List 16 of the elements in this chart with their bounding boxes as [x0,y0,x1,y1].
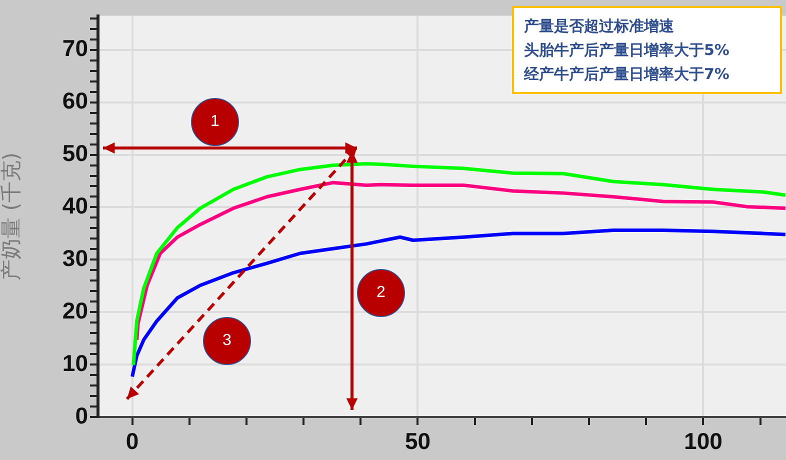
x-tick-label: 50 [404,428,431,454]
x-tick-label: 0 [126,428,139,454]
y-tick-label: 30 [62,245,88,272]
note-box: 产量是否超过标准增速 头胎牛产后产量日增率大于5% 经产牛产后产量日增率大于7% [512,6,782,94]
x-tick-label: 100 [684,428,722,454]
y-tick-label: 40 [62,192,88,219]
annotation: 产量是否超过标准增速 [524,16,675,37]
y-tick-label: 60 [62,88,88,114]
y-tick-label: 20 [62,297,88,324]
y-tick-label: 0 [75,402,88,428]
y-tick-label: 70 [62,35,88,62]
annotation: 经产牛产后产量日增率大于7% [524,64,730,85]
y-tick-label: 50 [62,140,88,166]
annotation: 头胎牛产后产量日增率大于5% [524,40,730,61]
y-axis-title: 产奶量 (千克) [0,152,24,280]
y-tick-label: 10 [62,350,88,376]
